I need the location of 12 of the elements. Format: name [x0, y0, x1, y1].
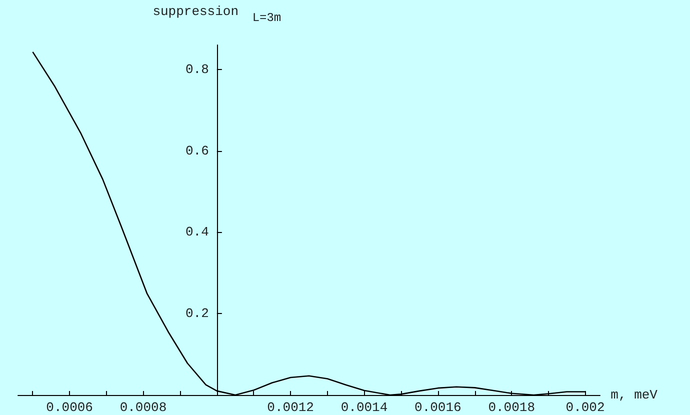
- y-tick-label: 0.4: [186, 224, 210, 240]
- x-tick-label: 0.0006: [46, 400, 93, 415]
- x-tick-label: 0.0012: [267, 400, 314, 415]
- x-tick-label: 0.0016: [414, 400, 462, 415]
- y-tick-label: 0.6: [186, 143, 209, 158]
- x-tick-label: 0.002: [566, 400, 605, 415]
- x-axis-title: m, meV: [610, 388, 658, 402]
- y-tick-label: 0.2: [186, 306, 209, 322]
- y-tick-label: 0.8: [186, 62, 209, 77]
- x-tick-label: 0.0008: [120, 400, 167, 415]
- x-tick-label: 0.0014: [340, 400, 388, 415]
- x-tick-label: 0.0018: [488, 400, 535, 415]
